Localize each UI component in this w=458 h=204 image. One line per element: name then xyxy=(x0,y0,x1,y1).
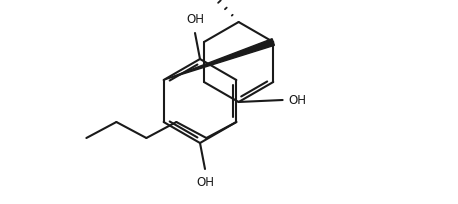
Text: OH: OH xyxy=(186,13,204,26)
Text: OH: OH xyxy=(289,93,306,106)
Polygon shape xyxy=(164,39,274,80)
Text: OH: OH xyxy=(196,176,214,189)
